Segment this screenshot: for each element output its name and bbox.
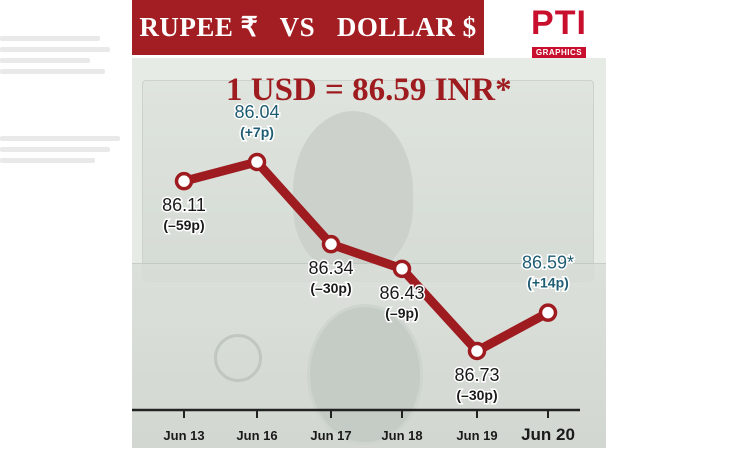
pti-graphics-logo: PTI GRAPHICS <box>527 4 591 58</box>
data-point <box>247 152 267 172</box>
logo-mark: PTI <box>531 4 587 42</box>
series-line <box>179 157 553 356</box>
chart-title: RUPEE ₹ VS DOLLAR $ <box>139 12 477 42</box>
data-point <box>321 234 341 254</box>
data-point <box>538 303 558 322</box>
data-label-change: (+14p) <box>527 275 569 291</box>
data-label-value: 86.11 <box>162 195 206 215</box>
data-point <box>174 171 194 191</box>
x-tick-label: Jun 19 <box>456 428 497 443</box>
data-label-change: (+7p) <box>240 124 274 140</box>
exchange-rate-headline: 1 USD = 86.59 INR* <box>226 72 512 108</box>
data-label-change: (–9p) <box>385 305 418 321</box>
data-label-change: (–30p) <box>456 387 497 403</box>
dollar-banknote-image <box>132 263 606 448</box>
data-label-value: 86.43 <box>379 283 424 303</box>
data-label-value: 86.04 <box>234 102 279 122</box>
data-label-change: (–59p) <box>163 217 204 233</box>
x-tick-label: Jun 13 <box>163 428 204 443</box>
title-banner: RUPEE ₹ VS DOLLAR $ <box>132 0 484 55</box>
data-point <box>467 341 487 361</box>
data-label-change: (–30p) <box>310 280 351 296</box>
chart-panel <box>132 58 606 448</box>
rupee-banknote-image <box>142 80 594 282</box>
data-point <box>392 259 412 279</box>
data-label-value: 86.34 <box>308 258 353 278</box>
data-label-value: 86.73 <box>454 365 499 385</box>
logo-sub: GRAPHICS <box>531 47 587 58</box>
x-tick-label: Jun 16 <box>236 428 277 443</box>
x-tick-label: Jun 18 <box>381 428 422 443</box>
background-ghost-text <box>0 30 125 210</box>
x-tick-label: Jun 20 <box>521 425 575 444</box>
x-tick-label: Jun 17 <box>310 428 351 443</box>
data-label-value: 86.59* <box>522 253 574 273</box>
